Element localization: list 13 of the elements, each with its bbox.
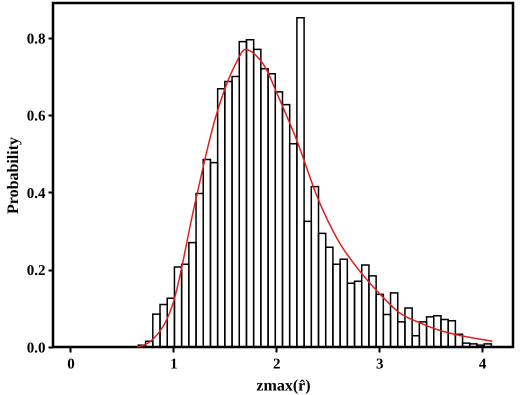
x-tick-label: 3 (376, 356, 384, 372)
y-axis-title: Probability (4, 136, 22, 214)
y-tick-label: 0.0 (26, 340, 46, 356)
y-tick-label: 0.4 (26, 186, 46, 202)
x-tick-label: 0 (67, 356, 75, 372)
x-tick-label: 4 (478, 356, 487, 372)
y-tick-label: 0.6 (26, 108, 46, 125)
x-axis-title: zmax(r̂) (256, 378, 311, 394)
x-tick-label: 1 (170, 356, 178, 372)
y-tick-label: 0.8 (26, 31, 46, 48)
x-tick-label: 2 (273, 356, 281, 372)
line-series (136, 48, 494, 348)
y-tick-label: 0.2 (26, 263, 46, 280)
